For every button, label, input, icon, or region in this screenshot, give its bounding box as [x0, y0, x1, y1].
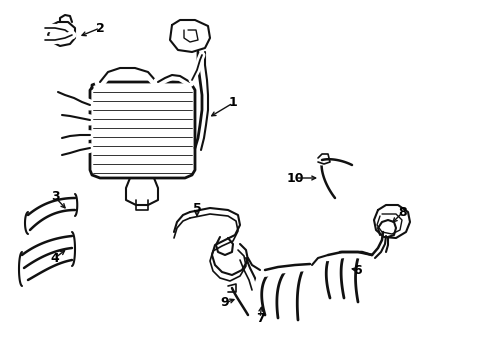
- Text: 2: 2: [96, 22, 104, 35]
- Text: 4: 4: [50, 252, 59, 265]
- Text: 3: 3: [50, 190, 59, 203]
- Text: 7: 7: [256, 311, 265, 324]
- Text: 10: 10: [286, 171, 304, 184]
- Text: 5: 5: [193, 202, 201, 215]
- Text: 8: 8: [399, 206, 407, 219]
- Text: 1: 1: [229, 96, 237, 109]
- Text: 6: 6: [354, 264, 362, 276]
- Text: 9: 9: [220, 297, 229, 310]
